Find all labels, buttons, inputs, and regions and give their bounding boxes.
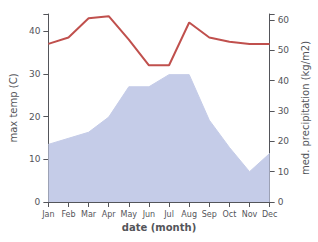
svg-text:Aug: Aug: [181, 210, 197, 219]
svg-text:40: 40: [29, 26, 41, 36]
svg-text:Mar: Mar: [81, 210, 97, 219]
svg-text:10: 10: [29, 154, 41, 164]
svg-text:10: 10: [278, 167, 290, 177]
svg-text:Jun: Jun: [142, 210, 156, 219]
svg-text:Jan: Jan: [41, 210, 54, 219]
svg-text:Feb: Feb: [61, 210, 75, 219]
svg-text:40: 40: [278, 76, 290, 86]
svg-text:50: 50: [278, 45, 290, 55]
svg-text:date (month): date (month): [122, 222, 196, 233]
svg-text:30: 30: [278, 106, 290, 116]
svg-text:May: May: [121, 210, 138, 219]
svg-text:Apr: Apr: [102, 210, 117, 219]
svg-text:Oct: Oct: [222, 210, 236, 219]
svg-text:Sep: Sep: [202, 210, 217, 219]
svg-text:20: 20: [29, 112, 41, 122]
svg-text:60: 60: [278, 15, 290, 25]
svg-text:20: 20: [278, 136, 290, 146]
svg-text:0: 0: [278, 197, 284, 207]
svg-text:30: 30: [29, 69, 41, 79]
svg-text:0: 0: [35, 197, 41, 207]
svg-text:max temp (C): max temp (C): [8, 73, 19, 142]
svg-text:Nov: Nov: [242, 210, 258, 219]
svg-text:Jul: Jul: [163, 210, 174, 219]
svg-text:Dec: Dec: [262, 210, 277, 219]
svg-text:med. precipitation (kg/m2): med. precipitation (kg/m2): [300, 41, 311, 175]
